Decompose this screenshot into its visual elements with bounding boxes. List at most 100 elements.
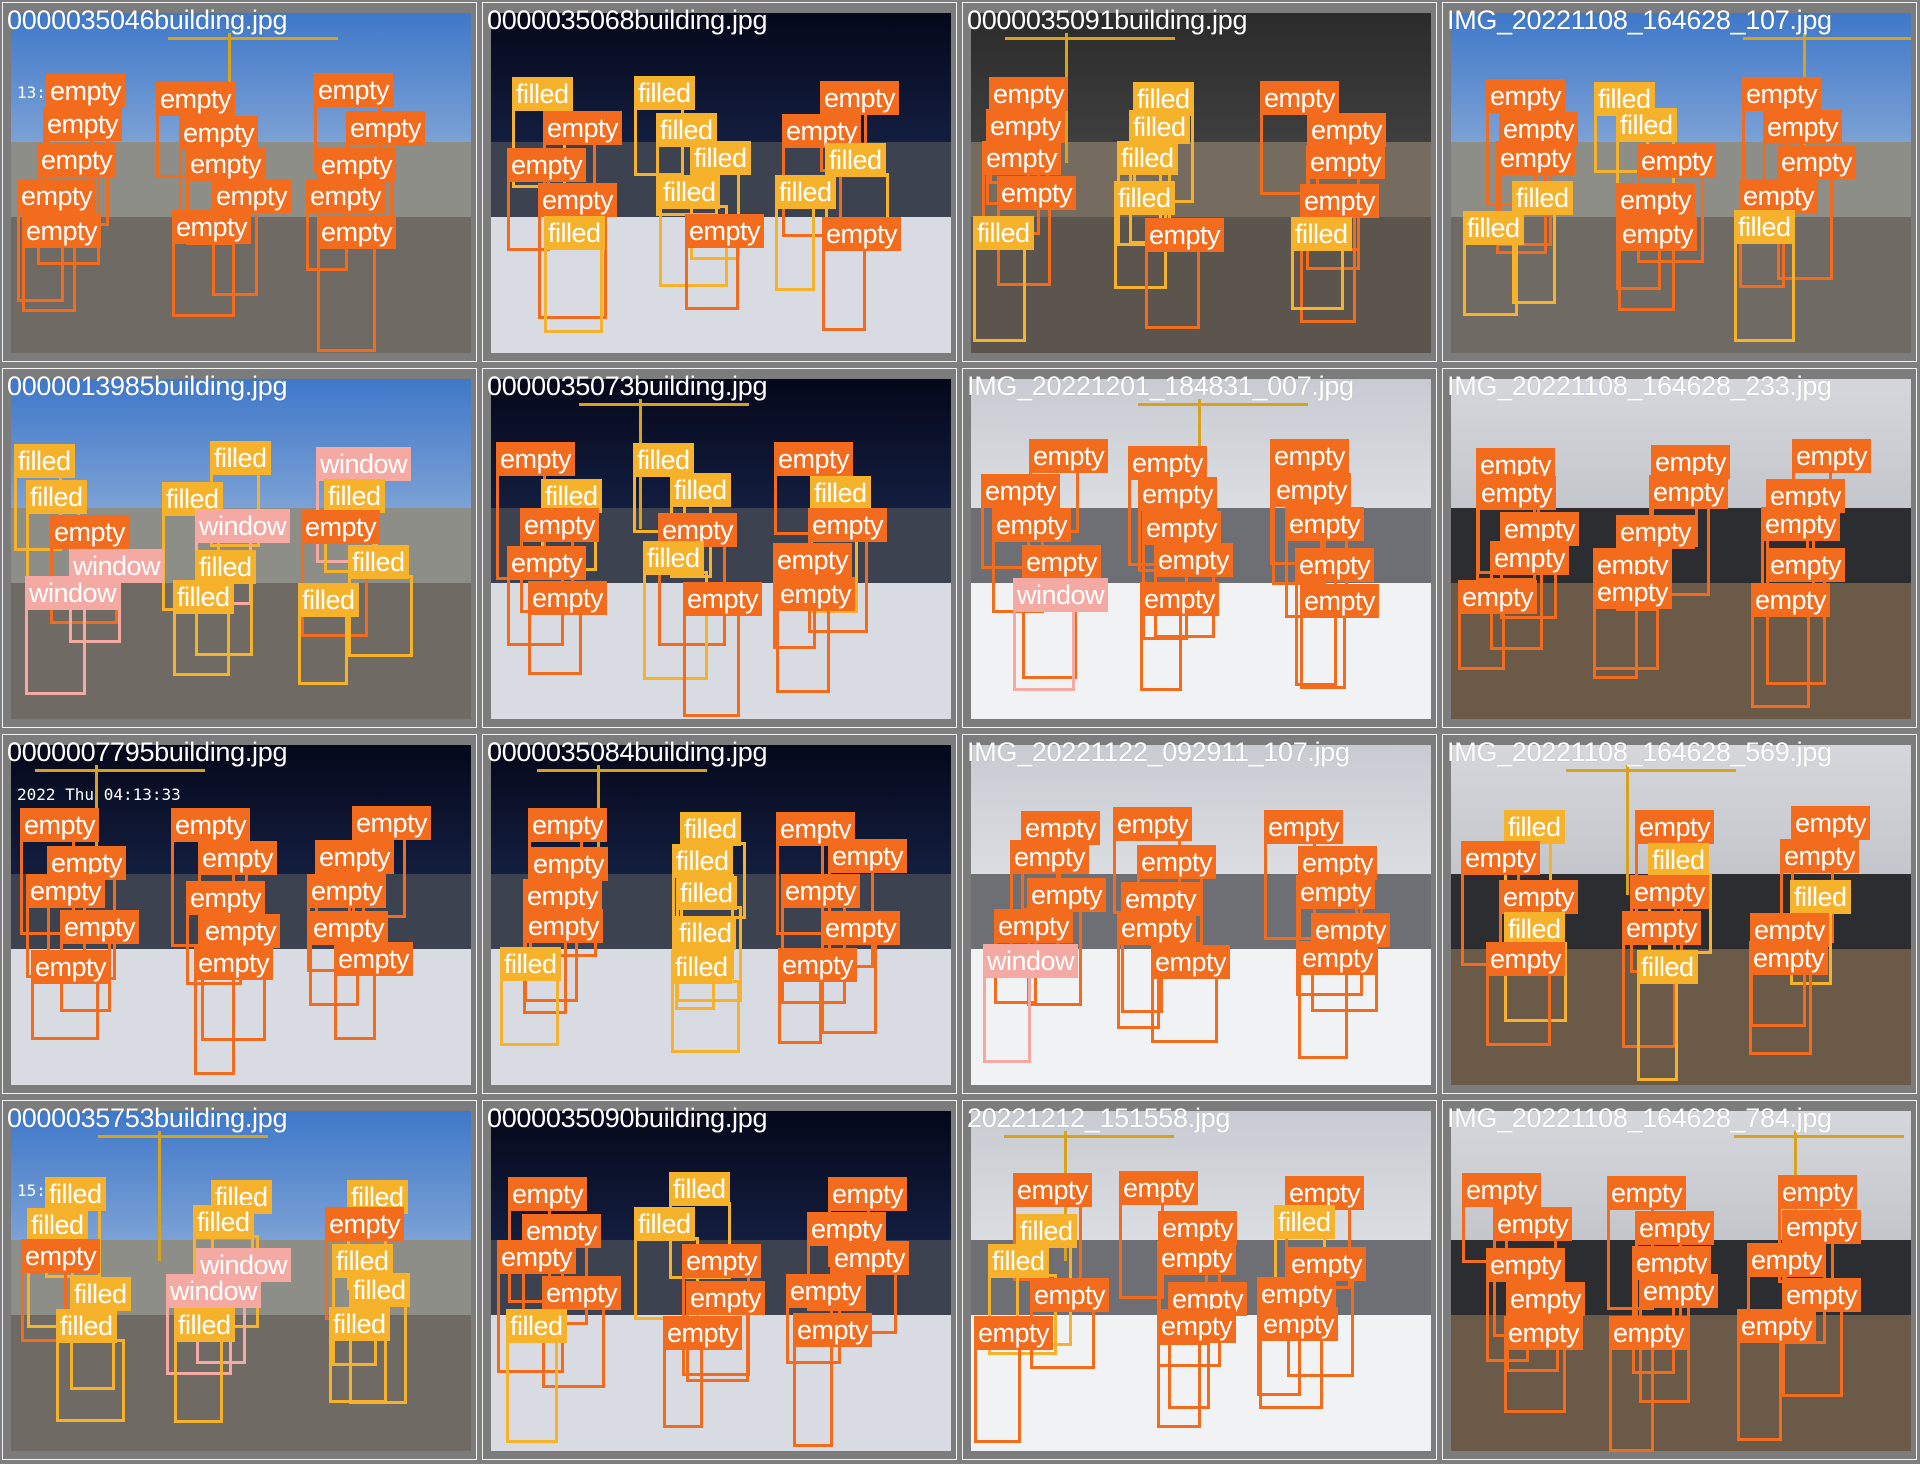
- detection-label: empty: [1272, 473, 1352, 507]
- detection-label: empty: [307, 874, 387, 908]
- detection-box: [775, 205, 815, 291]
- detection-label: empty: [507, 148, 587, 182]
- tile-filename: 0000035753building.jpg: [7, 1103, 288, 1133]
- detection-label: filled: [544, 216, 605, 250]
- detection-label: empty: [1013, 1173, 1093, 1207]
- detection-label: filled: [1734, 210, 1795, 244]
- detection-label: empty: [1506, 1282, 1586, 1316]
- detection-label: empty: [1593, 575, 1673, 609]
- detection-label: filled: [348, 545, 409, 579]
- detection-label: empty: [46, 74, 126, 108]
- detection-label: empty: [1486, 1248, 1566, 1282]
- crane-mast: [1626, 765, 1629, 895]
- detection-label: filled: [1648, 843, 1709, 877]
- detection-label: empty: [1622, 911, 1702, 945]
- detection-label: empty: [994, 909, 1074, 943]
- detection-label: empty: [1307, 113, 1387, 147]
- crane-jib: [579, 403, 749, 406]
- mosaic-tile: filled empty empty empty filled filled filled f…: [482, 2, 957, 362]
- detection-label: empty: [156, 82, 236, 116]
- tile-filename: IMG_20221108_164628_233.jpg: [1447, 371, 1832, 401]
- detection-label: window: [1013, 578, 1109, 612]
- detection-label: empty: [1285, 1176, 1365, 1210]
- detection-label: empty: [1791, 806, 1871, 840]
- detection-label: empty: [524, 909, 604, 943]
- detection-label: empty: [301, 510, 381, 544]
- detection-label: filled: [1016, 1214, 1077, 1248]
- detection-label: empty: [1300, 584, 1380, 618]
- detection-label: empty: [1142, 511, 1222, 545]
- detection-label: empty: [1609, 1316, 1689, 1350]
- detection-label: empty: [1458, 580, 1538, 614]
- detection-label: empty: [1493, 1207, 1573, 1241]
- detection-label: empty: [528, 581, 608, 615]
- detection-label: empty: [543, 111, 623, 145]
- tile-filename: 0000035091building.jpg: [967, 5, 1248, 35]
- detection-box: [1504, 1346, 1566, 1413]
- detection-label: empty: [1649, 475, 1729, 509]
- detection-label: empty: [1259, 1307, 1339, 1341]
- crane-mast: [158, 1131, 161, 1261]
- detection-label: empty: [1618, 217, 1698, 251]
- mosaic-tile: empty empty empty empty filled filled filled fi…: [482, 734, 957, 1094]
- detection-label: empty: [1119, 1171, 1199, 1205]
- detection-label: empty: [786, 1274, 866, 1308]
- crane-jib: [537, 769, 707, 772]
- detection-label: empty: [1490, 541, 1570, 575]
- detection-label: empty: [1780, 839, 1860, 873]
- detection-box: [1618, 247, 1675, 311]
- detection-label: filled: [1790, 880, 1851, 914]
- detection-label: empty: [171, 808, 251, 842]
- detection-label: empty: [1021, 811, 1101, 845]
- mosaic-tile: empty filled empty empty empty filled filled em…: [482, 368, 957, 728]
- detection-label: empty: [828, 1177, 908, 1211]
- detection-label: empty: [828, 839, 908, 873]
- detection-box: [1609, 1346, 1654, 1452]
- detection-label: empty: [1607, 1176, 1687, 1210]
- detection-box: [1151, 975, 1218, 1043]
- detection-label: empty: [1157, 1309, 1237, 1343]
- detection-label: filled: [506, 1309, 567, 1343]
- mosaic-tile: 15:32:17filledfilledemptyfilledfilledfil…: [2, 1100, 477, 1460]
- detection-label: filled: [1114, 181, 1175, 215]
- detection-label: filled: [775, 175, 836, 209]
- detection-label: empty: [1300, 184, 1380, 218]
- detection-label: filled: [810, 476, 871, 510]
- detection-label: empty: [172, 210, 252, 244]
- detection-label: empty: [1486, 79, 1566, 113]
- detection-label: empty: [820, 81, 900, 115]
- detection-label: empty: [50, 515, 130, 549]
- detection-label: empty: [782, 114, 862, 148]
- detection-label: empty: [508, 1177, 588, 1211]
- detection-label: filled: [643, 541, 704, 575]
- mosaic-tile: empty empty empty empty filled filled filled fi…: [962, 2, 1437, 362]
- detection-label: empty: [194, 946, 274, 980]
- detection-label: filled: [675, 916, 736, 950]
- mosaic-tile: empty empty empty filled filled filled filled e…: [1442, 2, 1917, 362]
- tile-filename: IMG_20221108_164628_784.jpg: [1447, 1103, 1832, 1133]
- detection-label: empty: [1651, 445, 1731, 479]
- detection-box: [25, 606, 86, 695]
- detection-box: [685, 244, 739, 310]
- detection-label: filled: [1504, 810, 1565, 844]
- detection-label: empty: [1462, 1173, 1542, 1207]
- detection-label: empty: [1117, 911, 1197, 945]
- detection-label: empty: [1477, 476, 1557, 510]
- detection-label: window: [983, 944, 1079, 978]
- detection-label: filled: [1291, 217, 1352, 251]
- detection-label: empty: [1461, 841, 1541, 875]
- detection-box: [194, 976, 235, 1075]
- detection-label: filled: [633, 443, 694, 477]
- detection-box: [671, 980, 740, 1053]
- detection-label: filled: [195, 550, 256, 584]
- detection-label: empty: [830, 1241, 910, 1275]
- detection-label: empty: [1030, 1278, 1110, 1312]
- detection-label: empty: [1635, 1211, 1715, 1245]
- detection-label: filled: [324, 479, 385, 513]
- detection-label: filled: [1504, 912, 1565, 946]
- detection-box: [663, 1346, 703, 1428]
- crane-jib: [1566, 769, 1736, 772]
- crane-jib: [1743, 37, 1911, 40]
- detection-label: window: [195, 509, 291, 543]
- detection-box: [822, 247, 866, 331]
